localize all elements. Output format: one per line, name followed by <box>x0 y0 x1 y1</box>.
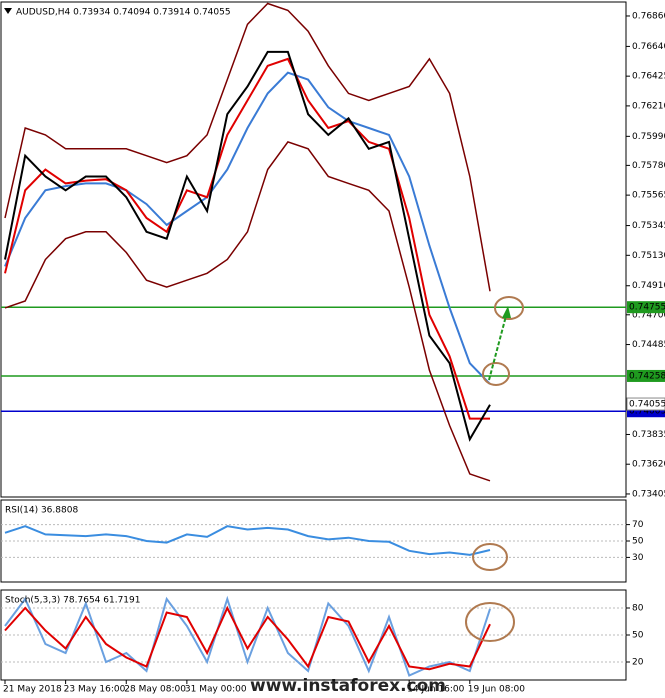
series-line <box>4 595 491 677</box>
y-tick-label: 0.73405 <box>632 489 665 499</box>
annotation-circle <box>494 296 524 320</box>
annotation-circle <box>472 543 508 571</box>
y-tick-label: 0.75345 <box>632 221 665 231</box>
annotation-arrow <box>488 315 507 381</box>
series-line <box>4 141 491 482</box>
panel-title: AUDUSD,H4 0.73934 0.74094 0.73914 0.7405… <box>16 8 231 18</box>
annotation-arrowhead <box>502 306 511 318</box>
series-line <box>4 50 491 442</box>
series-line <box>4 57 490 420</box>
level-label-box <box>627 301 665 314</box>
level-label-box <box>627 369 665 382</box>
level-label: 0.74258 <box>629 371 665 381</box>
series-line <box>4 71 491 385</box>
y-tick-label: 50 <box>632 537 644 547</box>
watermark: www.instaforex.com <box>250 676 446 696</box>
level-label: 0.74755 <box>629 303 665 313</box>
y-tick-label: 70 <box>632 520 644 530</box>
series-line <box>4 2 491 292</box>
series-line <box>4 525 491 556</box>
annotation-circle <box>482 362 510 386</box>
x-tick-label: 23 May 16:00 <box>64 685 126 695</box>
x-tick-label: 31 May 00:00 <box>185 685 247 695</box>
panel-title: RSI(14) 36.8808 <box>5 506 78 516</box>
last-price-label: 0.74055 <box>629 400 665 410</box>
x-tick-label: 19 Jun 08:00 <box>468 685 525 695</box>
y-tick-label: 30 <box>632 553 644 563</box>
annotation-circle <box>465 602 515 642</box>
y-tick-label: 80 <box>632 604 644 614</box>
x-tick-label: 28 May 08:00 <box>124 685 186 695</box>
x-tick-label: 14 Jun 16:00 <box>407 685 464 695</box>
x-tick-label: 21 May 2018 <box>3 685 62 695</box>
panel-title: Stoch(5,3,3) 78.7654 61.7191 <box>5 596 140 606</box>
y-tick-label: 50 <box>632 631 644 641</box>
y-tick-label: 0.75565 <box>632 191 665 201</box>
y-tick-label: 0.73835 <box>632 430 665 440</box>
y-tick-label: 0.76425 <box>632 72 665 82</box>
menu-triangle[interactable] <box>4 8 12 14</box>
y-tick-label: 20 <box>632 658 644 668</box>
level-label: 0.74003 <box>629 407 665 417</box>
last-price-box <box>626 397 665 411</box>
panel-frame <box>0 1 627 498</box>
series-line <box>4 605 491 671</box>
y-tick-label: 0.74485 <box>632 340 665 350</box>
